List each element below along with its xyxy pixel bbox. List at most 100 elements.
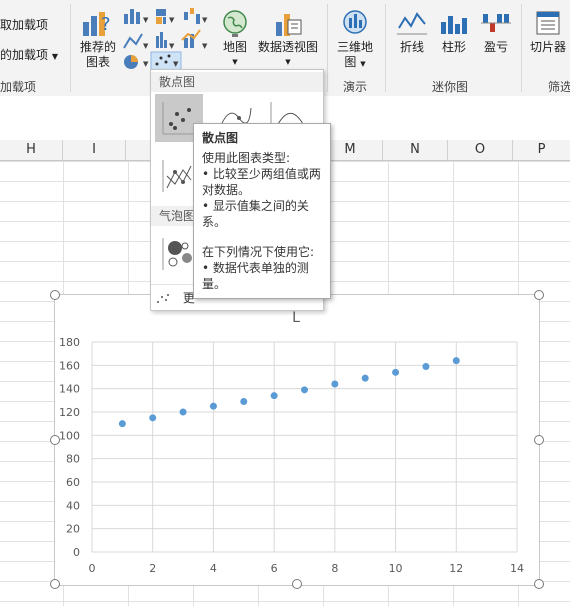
slicer-icon — [536, 11, 560, 35]
more-scatter-charts-item[interactable]: 更 — [155, 288, 195, 308]
x-tick-label: 14 — [510, 562, 524, 575]
scatter-chart: 0 20 40 60 80 100 120 140 160 180 0 2 4 6 8 10 12 14 L — [59, 310, 524, 575]
scatter-tooltip: 散点图 使用此图表类型: • 比较至少两组值或两对数据。 • 显示值集之间的关系… — [193, 123, 331, 299]
sparkline-column-button[interactable]: 柱形 — [434, 8, 474, 55]
svg-text:▼: ▼ — [202, 42, 208, 50]
sparkline-column-label: 柱形 — [441, 40, 466, 54]
column-header-m[interactable]: M — [318, 140, 383, 160]
data-point[interactable] — [118, 420, 126, 428]
column-header-o[interactable]: O — [448, 140, 513, 160]
group-divider — [327, 4, 328, 92]
x-tick-label: 8 — [331, 562, 338, 575]
chart-area[interactable]: 0 20 40 60 80 100 120 140 160 180 0 2 4 6 8 10 12 14 L — [54, 294, 540, 586]
recommended-charts-label-1: 推荐的 — [79, 40, 116, 54]
tours-group-label: 演示 — [343, 80, 368, 94]
data-point[interactable] — [240, 398, 248, 405]
data-point[interactable] — [301, 386, 308, 394]
3d-map-button[interactable]: 三维地 图 ▼ — [333, 8, 377, 72]
sparkline-column-icon — [441, 16, 467, 34]
x-tick-label: 0 — [89, 562, 96, 575]
y-tick-label: 0 — [73, 546, 80, 559]
data-point[interactable] — [179, 408, 187, 416]
sparkline-winloss-button[interactable]: 盈亏 — [476, 8, 516, 55]
scatter-straight-lines-option[interactable] — [155, 152, 203, 200]
recommended-charts-button[interactable]: ? 推荐的 图表 — [76, 8, 120, 70]
column-header-p[interactable]: P — [513, 140, 570, 160]
3d-map-label-2: 图 — [344, 55, 357, 69]
line-chart-icon — [123, 33, 143, 49]
data-point[interactable] — [392, 368, 400, 376]
resize-handle-bottom-right[interactable] — [534, 579, 544, 589]
get-addins-label: 取加载项 — [0, 18, 49, 32]
tooltip-use-when: 在下列情况下使用它: — [202, 245, 315, 259]
data-point[interactable] — [149, 414, 157, 422]
maps-label: 地图 — [222, 40, 247, 54]
group-divider — [385, 4, 386, 92]
recommended-charts-icon: ? — [83, 12, 111, 36]
data-point[interactable] — [422, 363, 430, 370]
column-header-i[interactable]: I — [63, 140, 126, 160]
column-chart-icon — [124, 9, 140, 24]
get-addins-button[interactable]: 取加载项 — [0, 16, 48, 33]
my-addins-button[interactable]: 的加载项 ▼ — [0, 46, 58, 63]
svg-text:▼: ▼ — [143, 42, 149, 50]
maps-button[interactable]: 地图 ▼ — [218, 8, 252, 70]
data-point[interactable] — [331, 380, 339, 388]
tooltip-intro: 使用此图表类型: — [202, 151, 291, 165]
chevron-down-icon: ▼ — [51, 52, 58, 61]
svg-text:▼: ▼ — [143, 16, 149, 24]
data-point[interactable] — [452, 357, 460, 365]
scatter-markers-icon — [162, 102, 197, 135]
x-tick-label: 12 — [449, 562, 463, 575]
sparkline-line-button[interactable]: 折线 — [392, 8, 432, 55]
addins-group-label: 加载项 — [0, 80, 37, 94]
x-tick-label: 6 — [271, 562, 278, 575]
hierarchy-chart-icon — [156, 9, 166, 24]
data-point[interactable] — [361, 374, 369, 382]
resize-handle-right[interactable] — [534, 435, 544, 445]
my-addins-label: 的加载项 — [0, 48, 49, 62]
pivot-chart-label: 数据透视图 — [257, 40, 318, 54]
tooltip-bullet-3: • 数据代表单独的测量。 — [202, 261, 309, 291]
y-tick-label: 20 — [66, 523, 80, 536]
y-tick-label: 100 — [59, 429, 80, 442]
chart-type-buttons[interactable]: ▼ ▼ ▼ ▼ ▼ ▼ ▼ ▼ — [122, 6, 214, 72]
sparklines-group-label: 迷你图 — [432, 80, 469, 94]
column-header-h[interactable]: H — [0, 140, 63, 160]
resize-handle-bottom-left[interactable] — [50, 579, 60, 589]
svg-text:▼: ▼ — [143, 60, 149, 68]
more-scatter-charts-label: 更 — [182, 291, 195, 305]
chevron-down-icon: ▼ — [360, 60, 366, 68]
tooltip-bullet-1: • 比较至少两组值或两对数据。 — [202, 167, 321, 197]
column-header-n[interactable]: N — [383, 140, 448, 160]
resize-handle-left[interactable] — [50, 435, 60, 445]
slicer-button[interactable]: 切片器 — [528, 8, 568, 55]
y-tick-label: 140 — [59, 383, 80, 396]
chevron-down-icon: ▼ — [232, 58, 238, 66]
data-point[interactable] — [209, 402, 217, 410]
y-tick-label: 120 — [59, 406, 80, 419]
slicer-label: 切片器 — [529, 40, 566, 54]
tooltip-bullet-2: • 显示值集之间的关系。 — [202, 199, 309, 229]
chevron-down-icon: ▼ — [285, 58, 291, 66]
combo-chart-icon — [181, 29, 201, 48]
statistic-chart-icon — [156, 32, 167, 48]
resize-handle-top-left[interactable] — [50, 290, 60, 300]
bubble-option[interactable] — [155, 230, 203, 278]
y-tick-label: 180 — [59, 336, 80, 349]
x-tick-label: 10 — [389, 562, 403, 575]
resize-handle-top-right[interactable] — [534, 290, 544, 300]
svg-text:▼: ▼ — [202, 16, 208, 24]
pivot-chart-button[interactable]: 数据透视图 ▼ — [255, 8, 321, 70]
group-divider — [70, 4, 71, 92]
x-tick-label: 2 — [149, 562, 156, 575]
resize-handle-bottom[interactable] — [292, 579, 302, 589]
svg-text:▼: ▼ — [173, 60, 179, 68]
3d-map-label-1: 三维地 — [336, 40, 373, 54]
chart-title[interactable]: L — [292, 310, 300, 326]
y-tick-label: 80 — [66, 453, 80, 466]
recommended-charts-label-2: 图表 — [85, 55, 110, 69]
pie-chart-icon — [124, 55, 138, 69]
sparkline-winloss-icon — [481, 14, 511, 32]
data-point[interactable] — [270, 392, 278, 400]
